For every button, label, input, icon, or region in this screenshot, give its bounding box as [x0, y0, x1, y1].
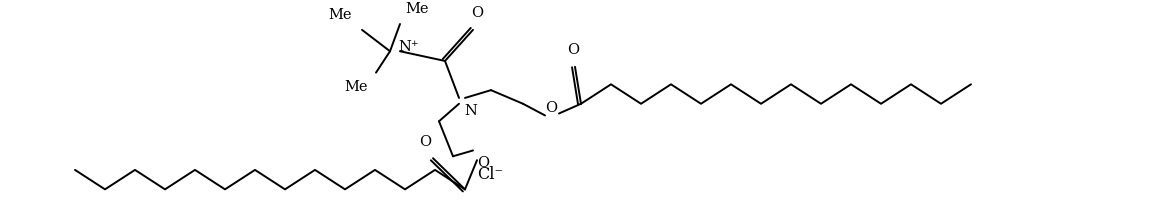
Text: N: N — [463, 104, 477, 118]
Text: Me: Me — [329, 8, 352, 22]
Text: Cl⁻: Cl⁻ — [477, 166, 503, 183]
Text: Me: Me — [345, 80, 368, 94]
Text: O: O — [419, 135, 431, 148]
Text: O: O — [477, 156, 489, 170]
Text: O: O — [567, 43, 580, 57]
Text: O: O — [472, 6, 483, 20]
Text: O: O — [545, 101, 557, 115]
Text: Me: Me — [405, 2, 429, 16]
Text: N⁺: N⁺ — [398, 40, 419, 54]
